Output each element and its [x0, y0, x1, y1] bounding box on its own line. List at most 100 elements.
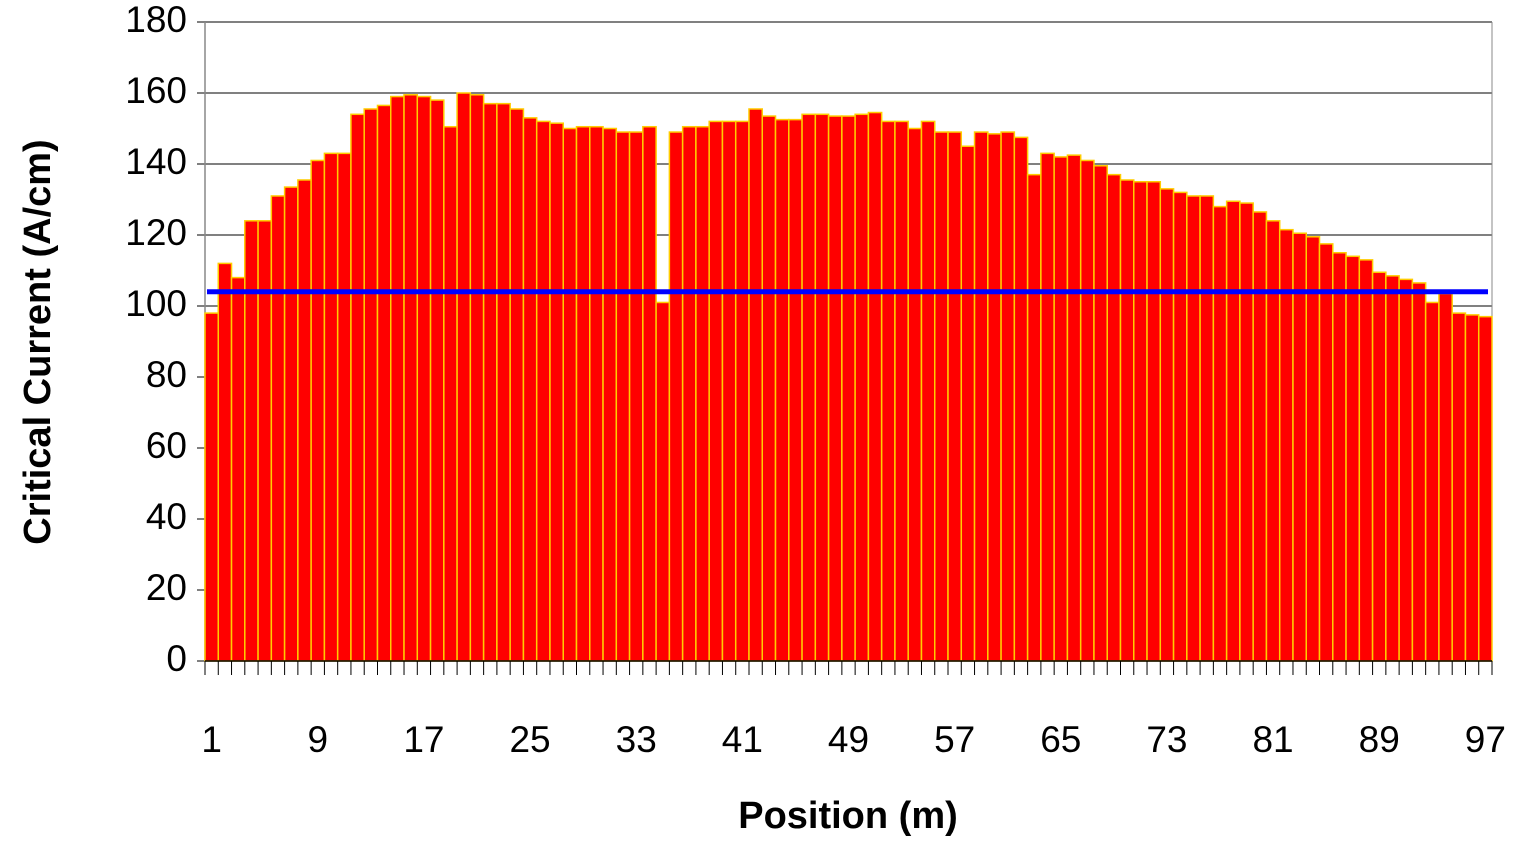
bar	[1358, 259, 1374, 662]
bar	[1477, 315, 1493, 662]
bar	[244, 220, 259, 662]
bar	[217, 262, 233, 662]
bar	[456, 92, 472, 662]
y-tick-label: 80	[146, 354, 187, 395]
x-tick-label: 97	[1465, 719, 1506, 760]
bar	[1292, 232, 1307, 662]
bar	[788, 118, 803, 662]
bar	[443, 125, 458, 662]
x-tick-label: 33	[616, 719, 657, 760]
x-tick-label: 9	[307, 719, 328, 760]
y-tick-label: 180	[125, 0, 187, 40]
bar	[230, 276, 246, 662]
bar	[1225, 200, 1241, 662]
x-axis-title: Position (m)	[738, 795, 958, 837]
x-tick-label: 81	[1252, 719, 1293, 760]
bar	[323, 152, 339, 662]
bar	[1411, 282, 1427, 662]
bar	[1053, 156, 1069, 662]
bar	[363, 108, 379, 662]
bar	[1186, 195, 1201, 662]
bar	[1265, 220, 1281, 662]
bar	[297, 179, 312, 662]
y-tick-label: 0	[166, 638, 187, 679]
bar	[376, 104, 392, 662]
bar	[1000, 131, 1016, 662]
bar	[987, 133, 1002, 662]
bar	[761, 115, 777, 662]
bar	[1172, 191, 1188, 662]
bar	[1252, 211, 1268, 662]
bar	[681, 125, 697, 662]
bar	[429, 99, 445, 662]
bar	[734, 120, 750, 662]
bar	[1424, 301, 1440, 662]
bar	[283, 186, 299, 662]
bar	[1318, 243, 1334, 662]
bar	[1451, 312, 1467, 662]
bar	[403, 94, 419, 662]
bar	[973, 131, 989, 662]
bar	[655, 301, 671, 662]
bar	[575, 125, 591, 662]
y-tick-label: 100	[125, 283, 187, 324]
x-tick-label: 89	[1359, 719, 1400, 760]
bar	[894, 120, 909, 662]
bar	[721, 120, 737, 662]
bar	[1199, 195, 1215, 662]
x-tick-label: 1	[201, 719, 222, 760]
bar	[1371, 271, 1387, 662]
bar	[1345, 255, 1361, 662]
x-tick-label: 73	[1146, 719, 1187, 760]
x-tick-label: 41	[722, 719, 763, 760]
bar	[933, 131, 949, 662]
bar	[1212, 205, 1228, 662]
bar	[535, 120, 551, 662]
y-tick-label: 140	[125, 141, 187, 182]
bar	[416, 95, 432, 662]
bar	[390, 95, 405, 662]
bar	[1159, 188, 1175, 662]
bar	[827, 115, 843, 662]
bar	[615, 131, 631, 662]
bar	[960, 145, 976, 662]
bar	[801, 113, 817, 662]
bar	[469, 94, 485, 662]
bar	[814, 113, 830, 662]
bar	[1385, 275, 1400, 662]
bar	[204, 312, 220, 662]
bar	[509, 108, 525, 662]
bar	[496, 102, 511, 662]
bar	[336, 152, 352, 662]
bar	[1093, 165, 1108, 662]
bar	[867, 111, 883, 662]
bar	[642, 125, 657, 662]
bar	[1146, 181, 1162, 662]
bar	[549, 122, 564, 662]
bar	[1398, 278, 1414, 662]
y-tick-label: 60	[146, 425, 187, 466]
bar	[1239, 202, 1254, 662]
bar	[695, 125, 710, 662]
bar	[1438, 292, 1453, 662]
bar	[589, 125, 604, 662]
bar	[708, 120, 724, 662]
bar	[522, 117, 538, 662]
bar	[748, 108, 764, 662]
bar	[774, 118, 790, 662]
y-tick-label: 160	[125, 70, 187, 111]
bar	[1278, 228, 1294, 662]
bar	[907, 127, 923, 662]
bar	[310, 159, 326, 662]
bar	[1079, 159, 1095, 662]
x-tick-label: 17	[403, 719, 444, 760]
bar	[920, 120, 936, 662]
bar	[1464, 314, 1480, 662]
y-tick-label: 120	[125, 212, 187, 253]
y-tick-label: 20	[146, 567, 187, 608]
bar	[1119, 179, 1135, 662]
y-axis-title: Critical Current (A/cm)	[17, 139, 59, 544]
bar	[1026, 173, 1042, 662]
bar	[1305, 236, 1321, 662]
